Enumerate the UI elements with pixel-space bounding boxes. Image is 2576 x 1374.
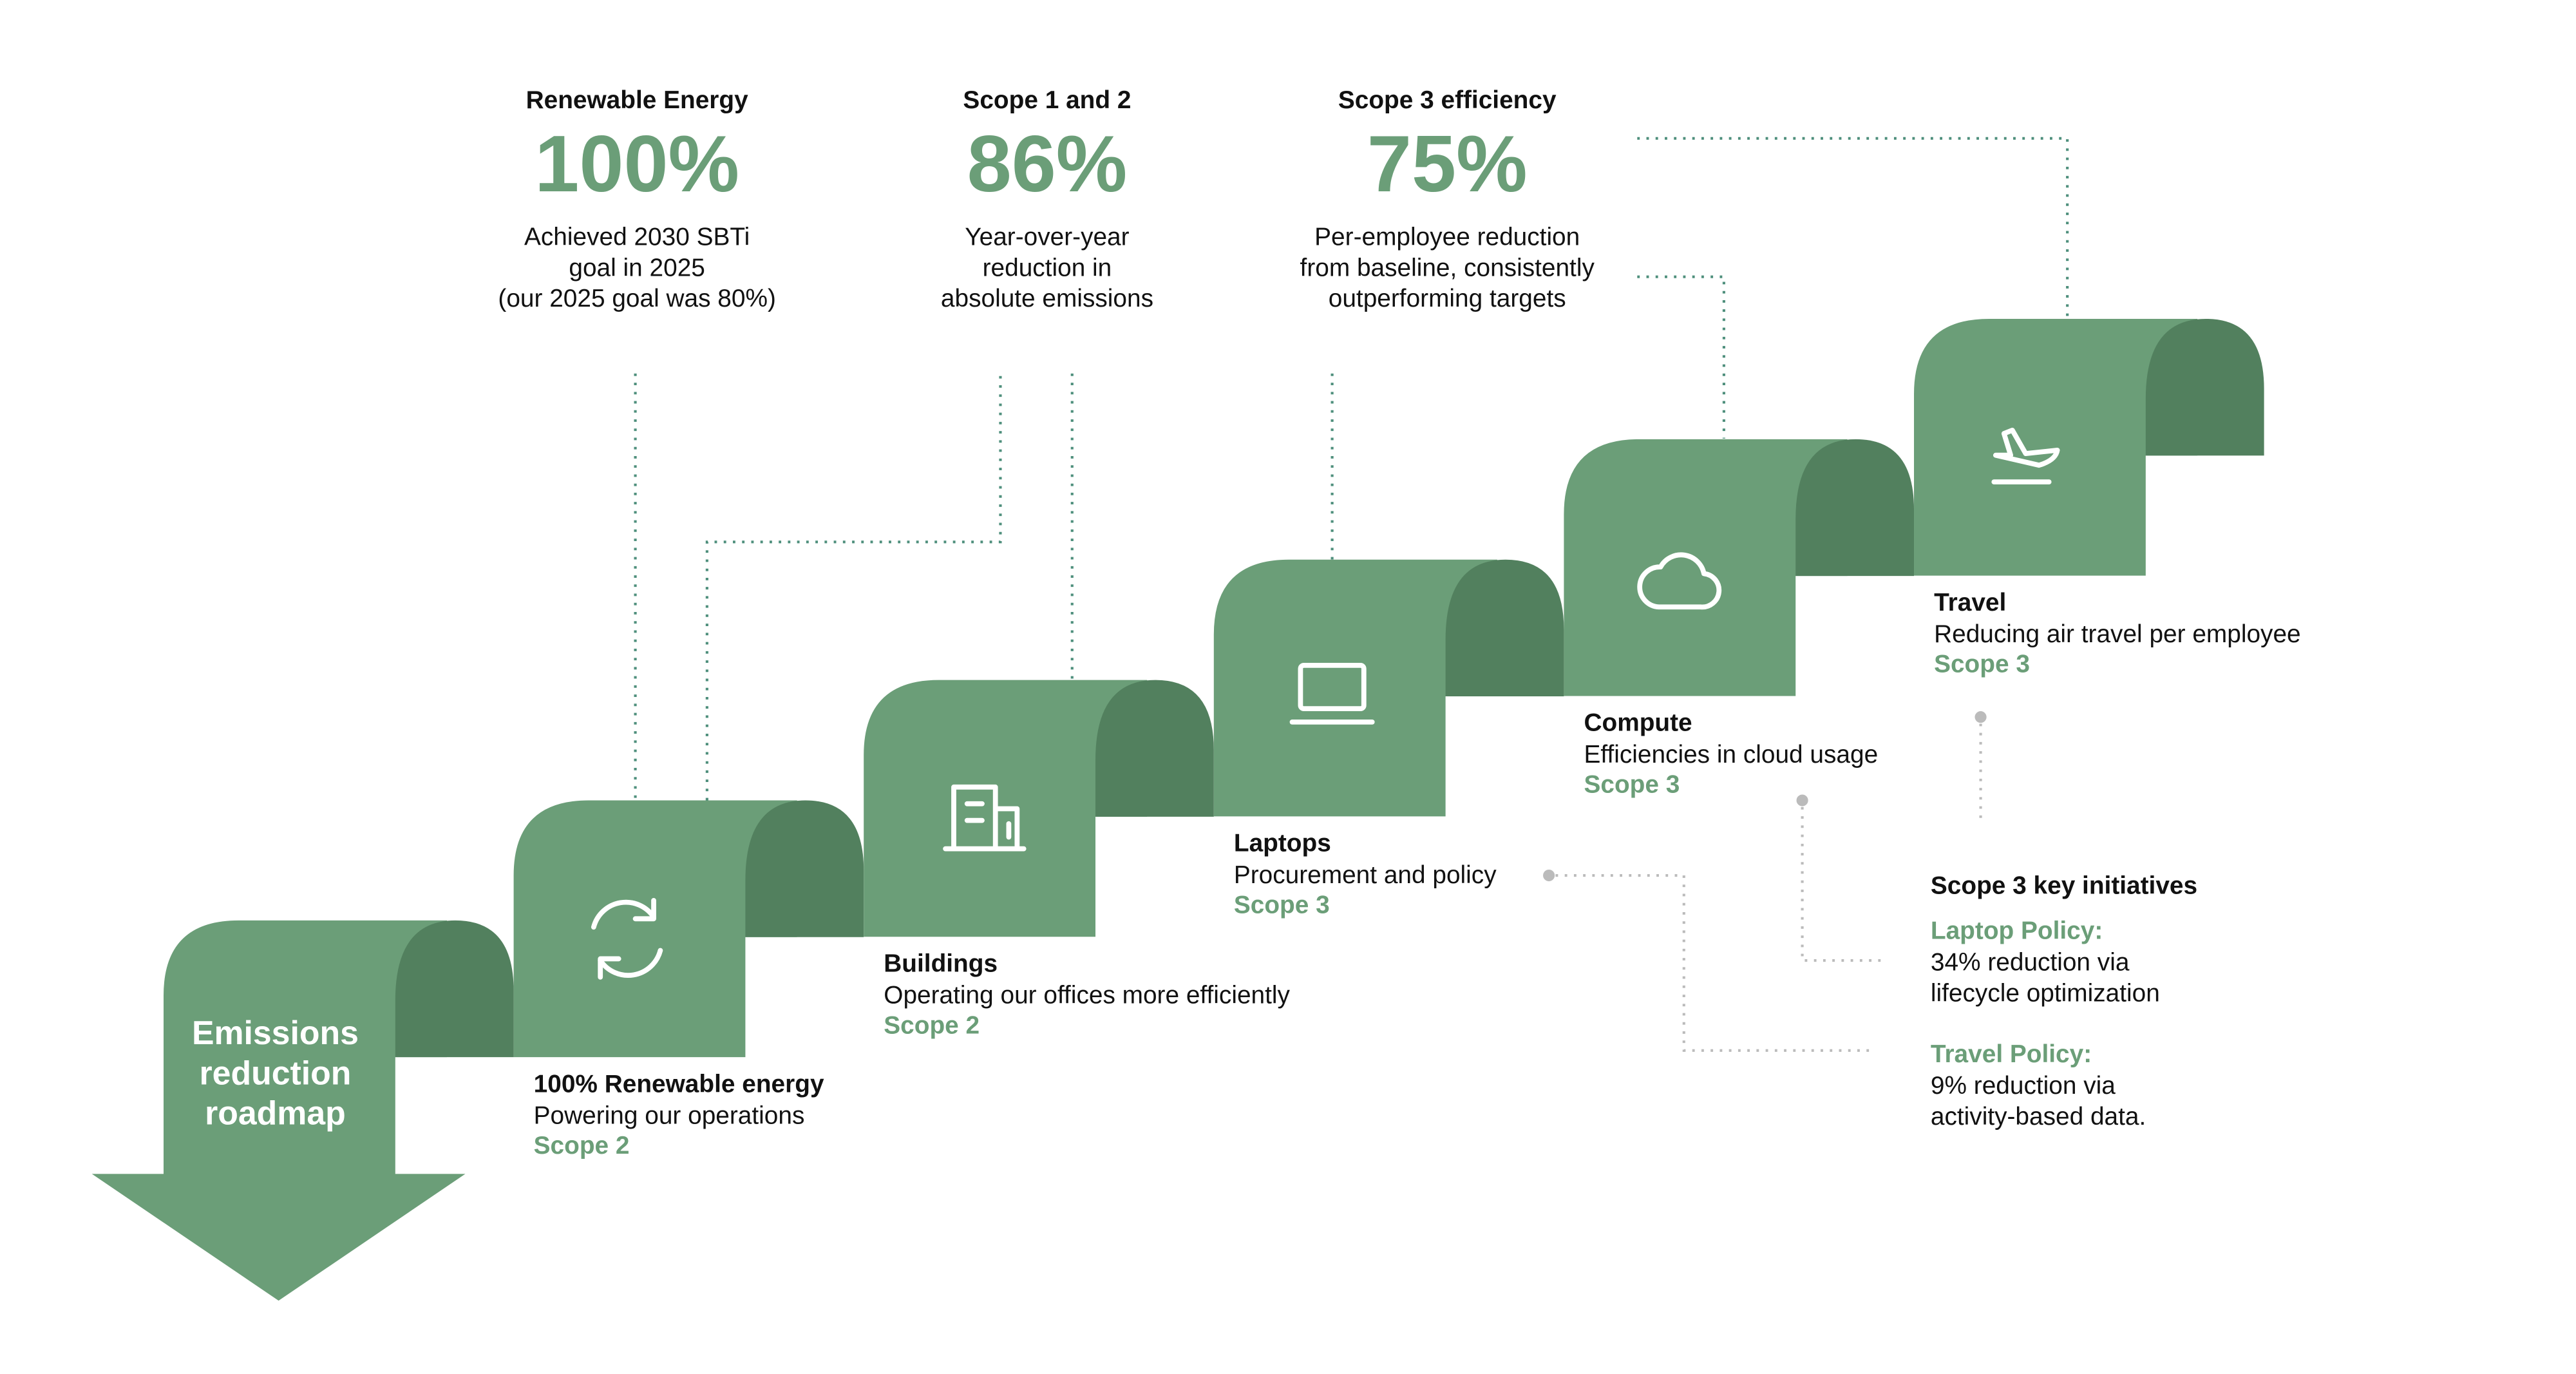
plane-icon (1991, 427, 2060, 484)
step-title: Buildings (884, 950, 998, 978)
step-fold (1445, 559, 1564, 696)
connector-dot (1796, 794, 1808, 806)
initiative-description: activity-based data. (1931, 1103, 2146, 1131)
stat-description: reduction in (983, 254, 1112, 281)
step-fold (1095, 680, 1214, 817)
step-description: Efficiencies in cloud usage (1584, 741, 1878, 768)
initiative-description: lifecycle optimization (1931, 979, 2160, 1007)
step-title: Laptops (1234, 830, 1331, 857)
stat-heading: Scope 3 efficiency (1338, 86, 1557, 114)
stat-description: outperforming targets (1329, 285, 1566, 312)
step-scope: Scope 3 (1584, 771, 1680, 799)
step-title: Compute (1584, 709, 1692, 737)
stat-heading: Renewable Energy (526, 86, 749, 114)
connector (1637, 275, 1725, 439)
step-description: Procurement and policy (1234, 861, 1497, 889)
initiative-name: Travel Policy: (1931, 1040, 2092, 1068)
stat-value: 86% (967, 120, 1128, 209)
step-fold (395, 920, 514, 1058)
step-title: Travel (1934, 589, 2006, 616)
stat-description: (our 2025 goal was 80%) (498, 285, 776, 312)
step-description: Operating our offices more efficiently (884, 982, 1290, 1009)
step-title: 100% Renewable energy (534, 1070, 824, 1098)
refresh-icon (591, 897, 663, 980)
roadmap-title: reduction (200, 1054, 352, 1091)
steps (91, 318, 2264, 1301)
connector (1637, 137, 2069, 319)
step-face (1914, 318, 2198, 576)
step-scope: Scope 3 (1934, 651, 2030, 678)
initiative-name: Laptop Policy: (1931, 917, 2103, 944)
roadmap-title: Emissions (192, 1014, 359, 1051)
step-face (1564, 439, 1848, 696)
cloud-icon (1637, 552, 1722, 610)
step-fold (1795, 439, 1915, 577)
texts: 100% Renewable energy Powering our operat… (192, 86, 2301, 1159)
connector-dot (1543, 869, 1555, 882)
connector (1801, 806, 1881, 962)
icons (591, 427, 2060, 980)
step-face (513, 800, 797, 1058)
roadmap-arrow (91, 920, 466, 1301)
step-description: Reducing air travel per employee (1934, 620, 2301, 648)
connectors (634, 137, 2069, 1052)
initiative-description: 9% reduction via (1931, 1072, 2116, 1100)
connector (1555, 873, 1871, 1052)
step-fold (2145, 318, 2264, 456)
initiatives-title: Scope 3 key initiatives (1931, 872, 2197, 899)
stat-value: 100% (535, 120, 739, 209)
stat-value: 75% (1367, 120, 1528, 209)
stat-description: from baseline, consistently (1300, 254, 1595, 281)
connector (705, 370, 1002, 801)
step-scope: Scope 2 (534, 1132, 630, 1159)
roadmap-title: roadmap (205, 1094, 346, 1131)
connector-dot (1975, 711, 1987, 723)
stat-heading: Scope 1 and 2 (963, 86, 1131, 114)
initiative-description: 34% reduction via (1931, 948, 2130, 976)
step-fold (745, 800, 864, 937)
step-scope: Scope 2 (884, 1011, 980, 1039)
stat-description: absolute emissions (941, 285, 1153, 312)
stat-description: Per-employee reduction (1314, 223, 1580, 251)
step-face (1213, 559, 1497, 817)
stat-description: Achieved 2030 SBTi (524, 223, 750, 251)
step-scope: Scope 3 (1234, 891, 1330, 919)
stat-description: Year-over-year (965, 223, 1129, 251)
step-description: Powering our operations (534, 1102, 805, 1130)
building-icon (943, 784, 1027, 852)
laptop-icon (1289, 662, 1375, 725)
stat-description: goal in 2025 (569, 254, 705, 281)
